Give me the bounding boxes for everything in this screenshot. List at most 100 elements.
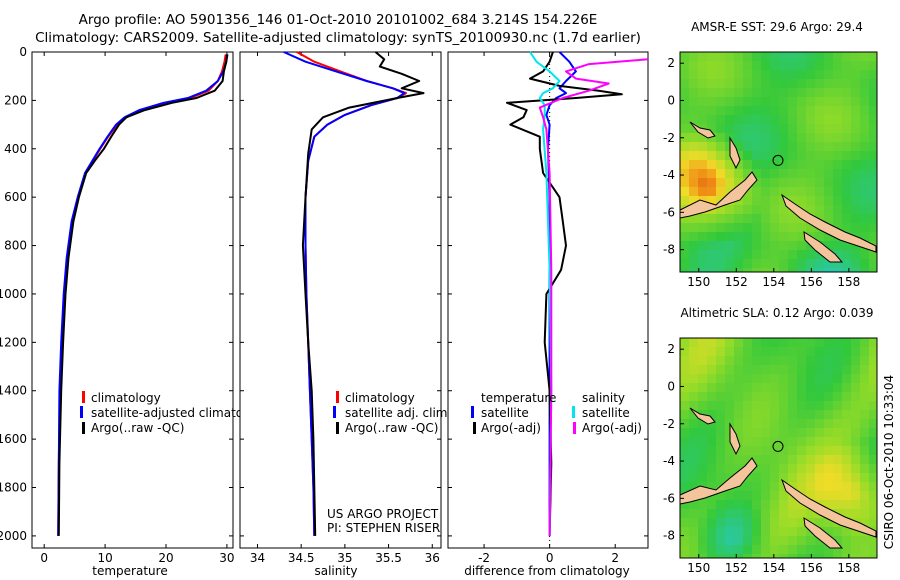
map-cell [734,178,743,187]
map-cell [833,223,842,232]
map-cell [689,124,698,133]
map-cell [815,419,824,428]
map-cell [716,491,725,500]
map-cell [734,383,743,392]
map-cell [833,536,842,545]
map-cell [779,491,788,500]
y-tick-label: 1400 [0,384,27,398]
map-cell [860,383,869,392]
x-tick-label: 30 [219,551,234,565]
map-cell [734,169,743,178]
map-cell [806,491,815,500]
map-cell [815,383,824,392]
map-cell [770,133,779,142]
map-cell [707,70,716,79]
map-cell [725,509,734,518]
map-cell [743,446,752,455]
map-cell [788,187,797,196]
map-cell [689,79,698,88]
map-cell [833,383,842,392]
map-cell [860,52,869,61]
map-cell [689,214,698,223]
map-cell [734,160,743,169]
map-cell [869,106,877,115]
map-cell [743,473,752,482]
map-cell [788,473,797,482]
map-cell [716,356,725,365]
map-cell [716,115,725,124]
map-cell [734,356,743,365]
map-cell [797,536,806,545]
y-tick-label: 400 [4,142,27,156]
map-cell [833,169,842,178]
map-cell [815,214,824,223]
map-cell [869,232,877,241]
map-cell [833,142,842,151]
map-cell [734,88,743,97]
map-cell [797,365,806,374]
map-cell [815,259,824,268]
map-cell [680,554,689,558]
map-cell [761,250,770,259]
map-cell [680,347,689,356]
map-cell [842,482,851,491]
map-cell [824,232,833,241]
map-cell [788,88,797,97]
satellite-adj-clim-line [283,51,406,536]
map-cell [815,232,824,241]
map-cell [689,178,698,187]
map-cell [869,437,877,446]
map-cell [761,187,770,196]
map-cell [770,259,779,268]
map-cell [842,151,851,160]
map-cell [779,473,788,482]
map-cell [842,133,851,142]
map-cell [734,79,743,88]
map-cell [680,250,689,259]
map-cell [779,124,788,133]
map-cell [806,365,815,374]
map-cell [779,356,788,365]
map-cell [833,491,842,500]
map-cell [860,187,869,196]
map-cell [707,223,716,232]
map-cell [770,338,779,347]
map-cell [779,392,788,401]
map-cell [860,509,869,518]
map-cell [860,500,869,509]
sst-map-title: AMSR-E SST: 29.6 Argo: 29.4 [691,20,863,34]
map-cell [842,500,851,509]
map-cell [761,196,770,205]
map-cell [725,527,734,536]
legend-sal-argo-swatch [573,422,576,434]
lat-tick-label: -2 [663,131,675,145]
map-cell [725,187,734,196]
map-cell [743,151,752,160]
map-cell [824,392,833,401]
map-cell [680,214,689,223]
map-cell [869,554,877,558]
map-cell [761,545,770,554]
map-cell [806,259,815,268]
map-cell [815,268,824,272]
map-cell [680,160,689,169]
x-tick-label: 20 [158,551,173,565]
temperature-xlabel: temperature [92,564,167,578]
map-cell [743,160,752,169]
map-cell [860,232,869,241]
lon-tick-label: 152 [725,561,748,575]
map-cell [680,383,689,392]
map-cell [716,79,725,88]
map-cell [797,545,806,554]
map-cell [788,97,797,106]
x-tick-label: 34 [250,551,265,565]
map-cell [797,437,806,446]
map-cell [752,365,761,374]
map-cell [842,338,851,347]
map-cell [815,205,824,214]
map-cell [680,365,689,374]
map-cell [716,259,725,268]
map-cell [743,142,752,151]
map-cell [860,106,869,115]
map-cell [788,545,797,554]
